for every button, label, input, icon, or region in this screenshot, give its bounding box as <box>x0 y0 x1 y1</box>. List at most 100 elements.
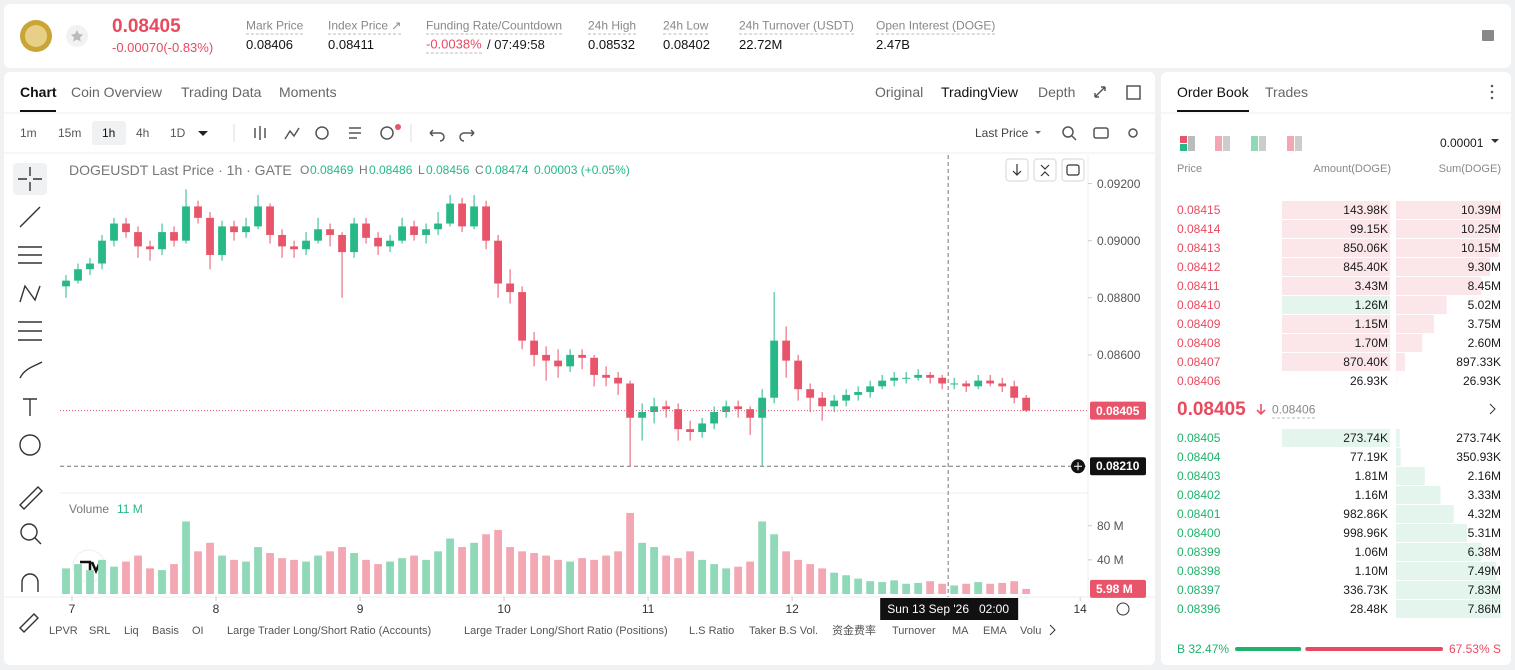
amount-highlight <box>1282 334 1390 352</box>
tab[interactable]: Coin Overview <box>71 84 163 100</box>
book-price: 0.08405 <box>1177 431 1221 445</box>
indicator[interactable]: SRL <box>89 625 111 637</box>
candle-body <box>278 234 286 247</box>
candle-body <box>734 406 743 410</box>
volume-bar <box>914 582 923 594</box>
volume-bar <box>866 581 875 594</box>
tab[interactable]: Moments <box>279 84 337 100</box>
scroll-right[interactable] <box>1049 624 1056 636</box>
view-tab[interactable]: Original <box>875 84 924 100</box>
candle-body <box>110 223 118 241</box>
y-tick-label: 40 M <box>1097 552 1124 567</box>
pane-buttons[interactable] <box>1005 158 1085 182</box>
ticker-bar <box>4 4 1511 68</box>
volume-bar <box>938 583 947 594</box>
legend-key: C <box>475 163 484 177</box>
book-sum: 7.49M <box>1467 564 1501 578</box>
candle-body <box>494 240 502 284</box>
candle-body <box>962 383 971 387</box>
candle-body <box>602 374 611 378</box>
candle-body <box>902 377 911 379</box>
candle-body <box>830 400 839 407</box>
depth-bar <box>1396 524 1467 542</box>
candle-body <box>482 206 490 241</box>
indicator[interactable]: Large Trader Long/Short Ratio (Accounts) <box>227 625 432 637</box>
volume-bar <box>818 568 827 594</box>
price-type[interactable]: Last Price <box>975 126 1029 140</box>
indicator[interactable]: OI <box>192 625 204 637</box>
stat-label: 24h Low <box>663 18 709 35</box>
indicator[interactable]: L.S Ratio <box>689 625 735 637</box>
candle-body <box>422 229 430 235</box>
book-price: 0.08401 <box>1177 507 1221 521</box>
book-price: 0.08404 <box>1177 450 1221 464</box>
precision-arrow[interactable] <box>1491 139 1499 143</box>
volume-bar <box>842 575 851 594</box>
view-tab[interactable]: TradingView <box>941 84 1019 100</box>
interval[interactable]: 1m <box>20 126 37 140</box>
indicator[interactable]: Large Trader Long/Short Ratio (Positions… <box>464 625 668 637</box>
volume-bar <box>302 561 310 594</box>
book-price: 0.08413 <box>1177 241 1221 255</box>
x-tick-label: 14 <box>1073 602 1087 616</box>
amount-highlight <box>1282 239 1390 257</box>
crosshair-x-tag <box>880 598 1019 620</box>
left-tools[interactable] <box>13 163 47 633</box>
layout-icon[interactable] <box>1482 30 1494 41</box>
stat-value: -0.0038% <box>426 36 482 54</box>
precision[interactable]: 0.00001 <box>1440 136 1484 150</box>
depth-bar <box>1396 448 1401 466</box>
volume-bar <box>626 512 635 594</box>
y-tick-label: 0.08800 <box>1097 290 1141 305</box>
interval[interactable]: 4h <box>136 126 150 140</box>
view-tab[interactable]: Depth <box>1038 84 1076 100</box>
book-price: 0.08403 <box>1177 469 1221 483</box>
indicator[interactable]: EMA <box>983 625 1007 637</box>
legend-value: 0.00003 (+0.05%) <box>534 163 630 177</box>
volume-bar <box>962 583 971 594</box>
depth-bar <box>1396 239 1499 257</box>
interval[interactable]: 1h <box>102 126 116 140</box>
indicator[interactable]: Liq <box>124 625 139 637</box>
price-change: -0.00070(-0.83%) <box>112 40 214 55</box>
indicator[interactable]: Turnover <box>892 625 936 637</box>
indicator[interactable]: Volu <box>1020 625 1042 637</box>
interval[interactable]: 15m <box>58 126 82 140</box>
stat-label: Mark Price <box>246 18 304 35</box>
stat-extra: / 07:49:58 <box>487 37 545 52</box>
volume-bar <box>686 551 695 594</box>
tab[interactable]: Chart <box>20 84 57 100</box>
volume-bar <box>662 555 671 594</box>
candle-body <box>170 232 178 241</box>
toolbar-icons[interactable] <box>254 84 1494 142</box>
candle-body <box>146 246 154 250</box>
indicator[interactable]: 资金费率 <box>832 625 876 637</box>
book-tab[interactable]: Order Book <box>1177 84 1249 100</box>
indicator[interactable]: LPVR <box>49 625 78 637</box>
book-tab[interactable]: Trades <box>1265 84 1309 100</box>
volume-bar <box>518 551 526 594</box>
indicator[interactable]: Basis <box>152 625 179 637</box>
book-amount: 870.40K <box>1343 355 1388 369</box>
volume-bar <box>854 578 863 594</box>
dropdown-arrow[interactable] <box>198 131 208 136</box>
chevron[interactable] <box>1489 403 1496 415</box>
indicator[interactable]: Taker B.S Vol. <box>749 625 819 637</box>
indicator[interactable]: MA <box>952 625 969 637</box>
tab[interactable]: Trading Data <box>181 84 262 100</box>
book-amount: 1.10M <box>1354 564 1388 578</box>
settings-icon[interactable] <box>1116 602 1130 616</box>
volume-bar <box>98 559 106 594</box>
y-tick-label: 0.09200 <box>1097 176 1141 191</box>
book-view-icons[interactable] <box>1180 136 1302 151</box>
candle-body <box>950 383 959 385</box>
volume-bar <box>470 542 478 594</box>
book-price: 0.08409 <box>1177 317 1221 331</box>
book-sum: 10.15M <box>1460 241 1501 255</box>
interval[interactable]: 1D <box>170 126 186 140</box>
candle-body <box>338 234 346 253</box>
crosshair-plus-sign <box>1074 462 1082 471</box>
depth-bar <box>1396 315 1434 333</box>
candle-body <box>794 360 803 390</box>
candle-body <box>662 406 671 410</box>
